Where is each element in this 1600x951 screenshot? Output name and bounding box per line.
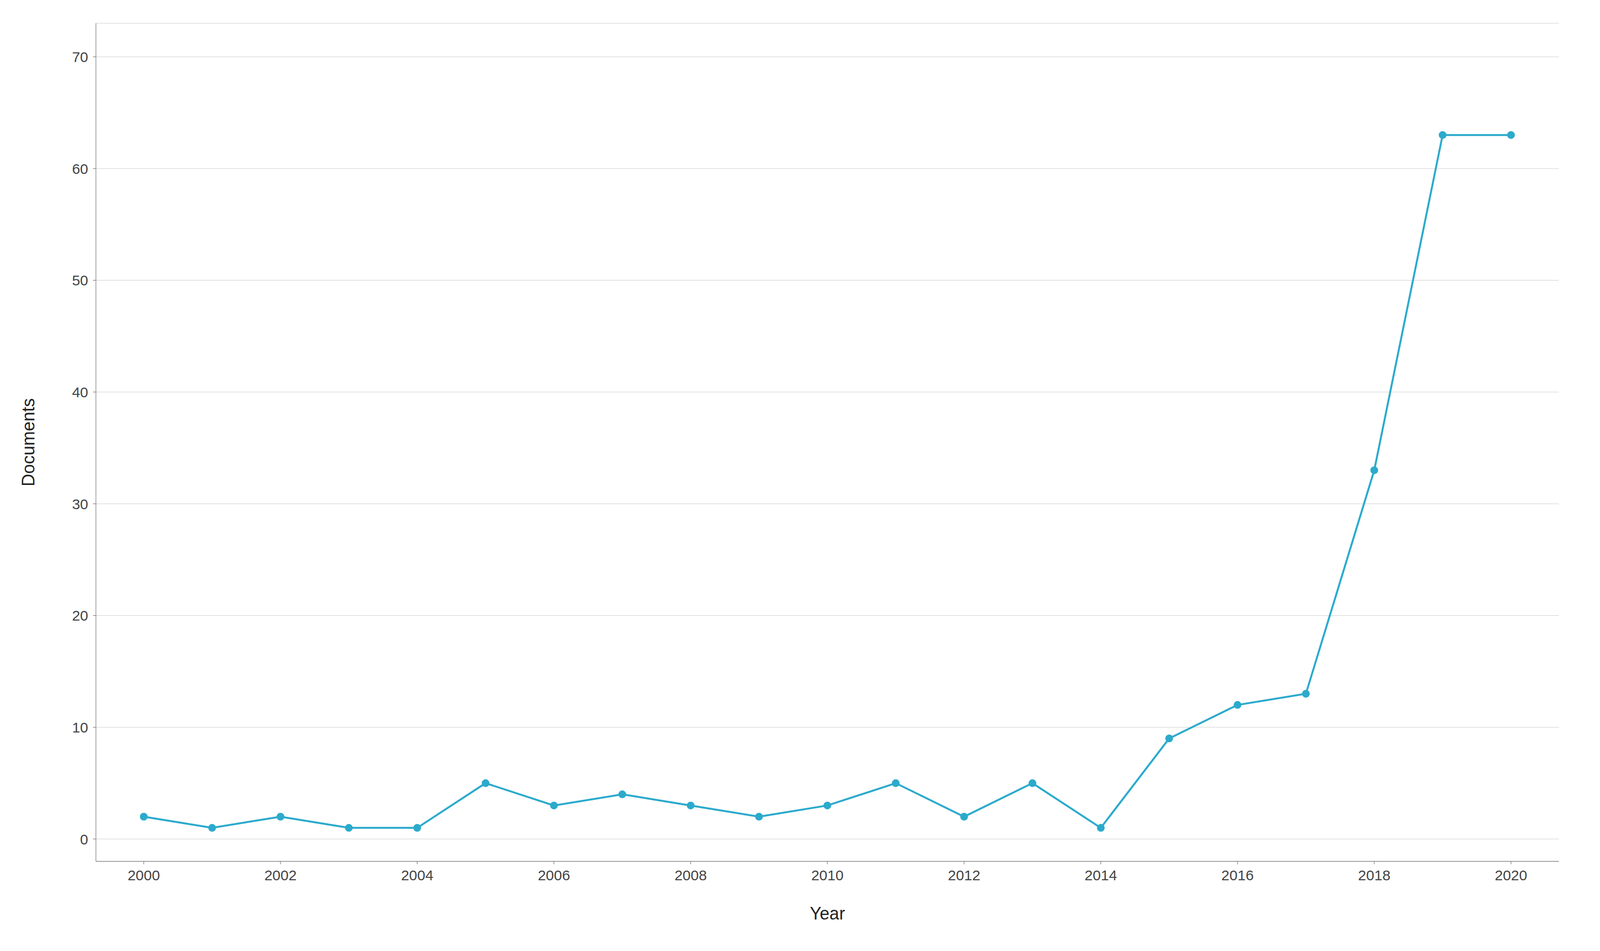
- svg-text:2004: 2004: [401, 867, 434, 884]
- svg-text:2008: 2008: [674, 867, 707, 884]
- svg-text:20: 20: [72, 607, 89, 624]
- svg-text:70: 70: [72, 48, 89, 65]
- svg-text:Year: Year: [809, 903, 846, 924]
- svg-text:2010: 2010: [811, 867, 844, 884]
- svg-text:30: 30: [72, 496, 89, 513]
- svg-text:2012: 2012: [947, 867, 981, 884]
- svg-text:50: 50: [72, 272, 89, 289]
- svg-text:2020: 2020: [1494, 867, 1528, 884]
- svg-text:2002: 2002: [264, 867, 297, 884]
- svg-text:0: 0: [79, 831, 89, 848]
- svg-text:2018: 2018: [1358, 867, 1391, 884]
- svg-text:2000: 2000: [127, 867, 160, 884]
- svg-text:40: 40: [72, 384, 89, 401]
- svg-text:2006: 2006: [537, 867, 571, 884]
- svg-text:2016: 2016: [1221, 867, 1254, 884]
- svg-text:60: 60: [72, 160, 89, 177]
- svg-text:10: 10: [72, 719, 89, 736]
- svg-text:Documents: Documents: [18, 398, 39, 487]
- svg-text:2014: 2014: [1084, 867, 1118, 884]
